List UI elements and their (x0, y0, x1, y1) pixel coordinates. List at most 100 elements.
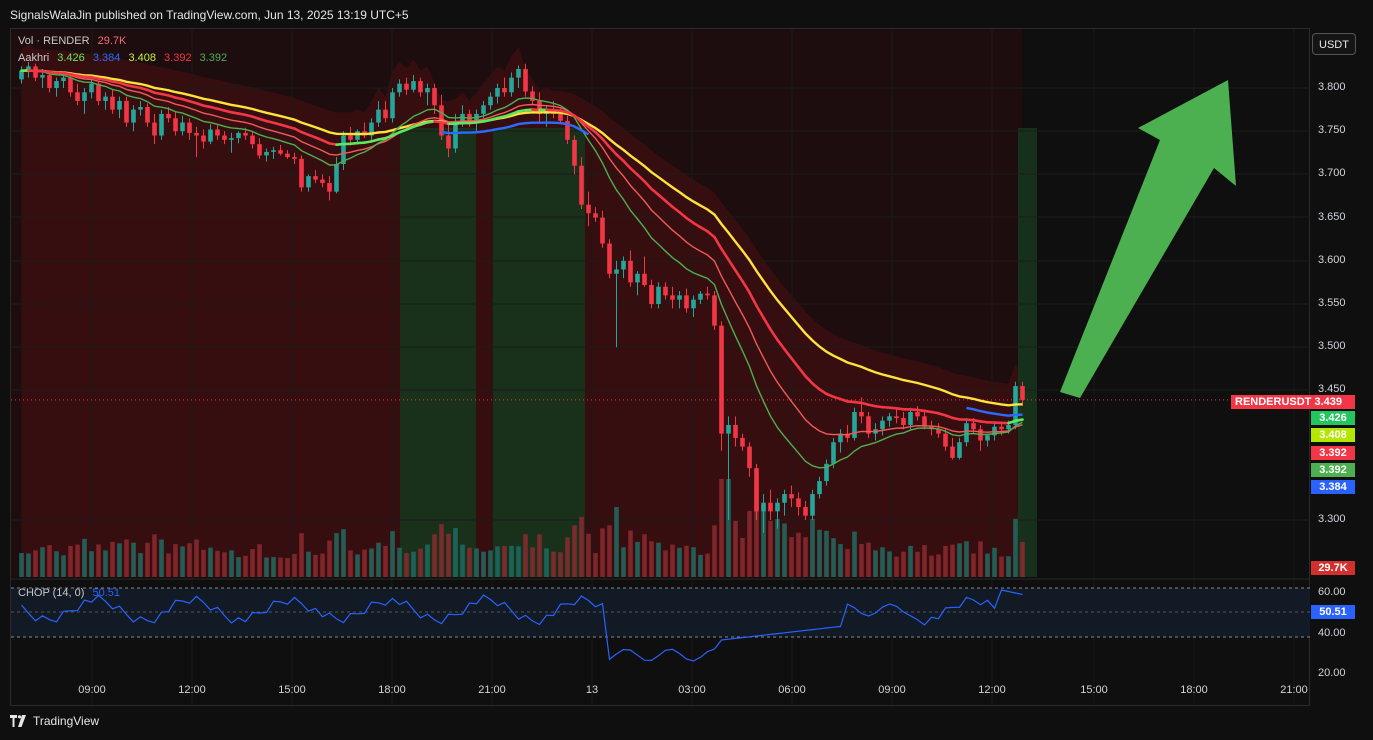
volume-bar (341, 529, 346, 577)
candle-body (789, 494, 794, 499)
volume-bar (453, 527, 458, 577)
volume-bar (411, 551, 416, 577)
candle-body (369, 122, 374, 136)
candle-body (810, 494, 815, 516)
ma-legend-label: Aakhri (18, 52, 50, 64)
volume-legend[interactable]: Vol · RENDER 29.7K (18, 35, 131, 47)
ema-trend-segment (748, 291, 758, 308)
candle-body (516, 68, 521, 78)
candle-body (376, 109, 381, 123)
volume-bar (593, 553, 598, 577)
price-tick: 3.550 (1318, 297, 1346, 309)
ma-legend[interactable]: Aakhri 3.426 3.384 3.408 3.392 3.392 (18, 52, 232, 64)
candle-body (397, 83, 402, 93)
ema-trend-segment (622, 159, 632, 170)
footer-brand[interactable]: TradingView (10, 714, 99, 728)
ma-price-badge: 3.426 (1311, 411, 1355, 425)
volume-bar (607, 525, 612, 577)
ema-trend-segment (741, 279, 751, 294)
chop-legend[interactable]: CHOP (14, 0) 50.51 (18, 587, 125, 599)
volume-bar (327, 540, 332, 577)
ema-trend-segment (818, 388, 828, 396)
candle-body (495, 88, 500, 97)
candle-body (607, 243, 612, 274)
ema-trend-segment (720, 247, 730, 261)
volume-bar (614, 507, 619, 577)
candle-body (824, 463, 829, 482)
currency-button[interactable]: USDT (1312, 33, 1356, 55)
time-tick: 09:00 (878, 684, 906, 696)
candle-body (390, 92, 395, 119)
candle-body (558, 113, 563, 121)
price-tick: 3.300 (1318, 513, 1346, 525)
time-tick: 21:00 (1280, 684, 1308, 696)
candle-body (838, 433, 843, 443)
candle-body (145, 107, 150, 123)
candle-body (894, 416, 899, 419)
candle-body (761, 502, 766, 512)
volume-bar (628, 530, 633, 577)
candle-body (208, 129, 213, 142)
volume-bar (229, 550, 234, 577)
ema-trend-segment (804, 375, 814, 385)
candle-body (285, 153, 290, 158)
ema-trend-segment (755, 304, 765, 319)
price-tick: 3.600 (1318, 253, 1346, 266)
candle-body (502, 88, 507, 93)
candle-body (481, 105, 486, 114)
candle-body (754, 468, 759, 512)
volume-bar (943, 545, 948, 577)
ema-trend-segment (685, 216, 695, 225)
volume-bar (82, 538, 87, 577)
candle-body (89, 83, 94, 93)
volume-bar (236, 557, 241, 577)
candle-body (138, 107, 143, 110)
volume-bar (873, 550, 878, 577)
volume-bar (306, 551, 311, 577)
bullish-zone-3 (1018, 128, 1037, 577)
ema-trend-segment (783, 347, 793, 360)
volume-bar (215, 550, 220, 577)
volume-bar (96, 544, 101, 577)
candle-body (61, 77, 66, 82)
volume-bar (845, 549, 850, 577)
volume-bar (1013, 518, 1018, 577)
volume-bar (719, 479, 724, 577)
candle-body (159, 113, 164, 136)
candle-body (698, 293, 703, 300)
time-tick: 15:00 (1080, 684, 1108, 696)
volume-bar (355, 554, 360, 577)
volume-bar (712, 525, 717, 577)
volume-bar (579, 517, 584, 577)
candle-body (334, 164, 339, 192)
volume-bar (530, 547, 535, 577)
candle-body (719, 325, 724, 434)
volume-bar (859, 544, 864, 577)
volume-bar (159, 539, 164, 577)
ema-trend-segment (797, 366, 807, 378)
volume-bar (369, 548, 374, 577)
candle-body (684, 295, 689, 309)
volume-bar (558, 552, 563, 577)
tradingview-logo-icon (10, 715, 28, 727)
ma-price-badge: 3.392 (1311, 446, 1355, 460)
candle-body (971, 423, 976, 430)
candle-body (614, 269, 619, 274)
candle-body (586, 204, 591, 214)
ema-trend-segment (608, 145, 618, 156)
candle-body (82, 92, 87, 101)
volume-bar (894, 556, 899, 577)
ema-trend-segment (580, 119, 590, 129)
time-tick: 18:00 (1180, 684, 1208, 696)
ema-trend-segment (1014, 418, 1024, 423)
volume-bar (908, 545, 913, 577)
ema-trend-segment (776, 338, 786, 351)
candle-body (180, 122, 185, 132)
volume-bar (446, 533, 451, 577)
volume-bar (740, 537, 745, 577)
candle-body (383, 109, 388, 119)
ema-trend-segment (573, 114, 583, 123)
volume-bar (47, 545, 52, 577)
candle-body (292, 157, 297, 159)
